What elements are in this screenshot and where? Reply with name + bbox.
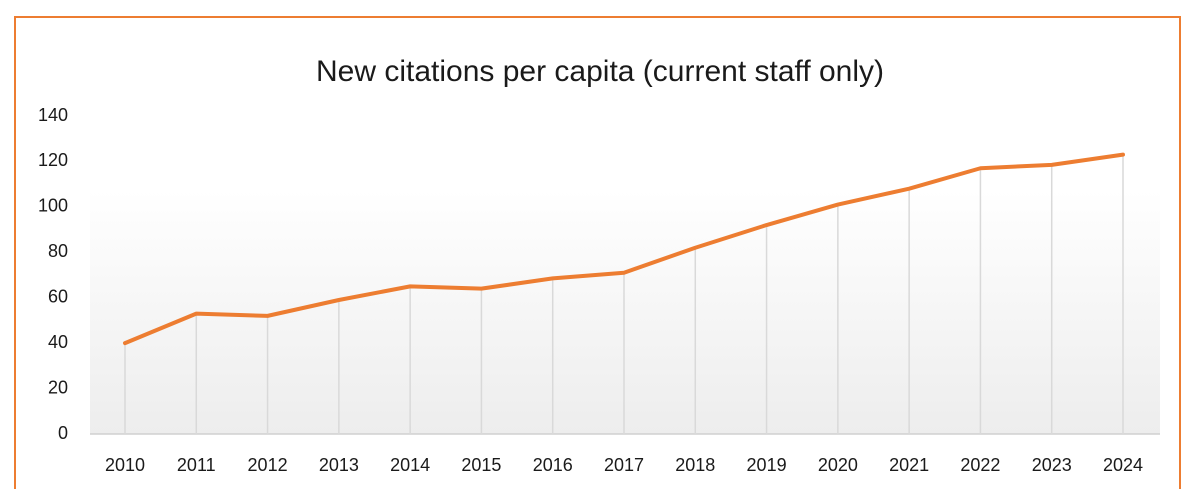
x-tick-label: 2023 (1032, 455, 1072, 475)
x-tick-label: 2019 (747, 455, 787, 475)
x-tick-label: 2022 (960, 455, 1000, 475)
x-tick-label: 2020 (818, 455, 858, 475)
y-tick-label: 40 (48, 332, 68, 352)
x-tick-label: 2024 (1103, 455, 1143, 475)
y-tick-label: 140 (38, 105, 68, 125)
y-tick-label: 60 (48, 286, 68, 306)
x-tick-label: 2013 (319, 455, 359, 475)
plot-background (90, 190, 1160, 434)
x-tick-label: 2021 (889, 455, 929, 475)
x-tick-label: 2012 (248, 455, 288, 475)
x-tick-label: 2017 (604, 455, 644, 475)
x-tick-label: 2015 (461, 455, 501, 475)
y-tick-label: 120 (38, 150, 68, 170)
x-tick-label: 2010 (105, 455, 145, 475)
x-tick-label: 2014 (390, 455, 430, 475)
x-tick-label: 2016 (533, 455, 573, 475)
y-tick-label: 80 (48, 241, 68, 261)
y-tick-label: 0 (58, 423, 68, 443)
y-tick-label: 20 (48, 377, 68, 397)
chart-border (14, 16, 1181, 489)
y-tick-label: 100 (38, 196, 68, 216)
x-tick-label: 2011 (177, 455, 216, 475)
chart-title: New citations per capita (current staff … (316, 55, 884, 88)
x-tick-label: 2018 (675, 455, 715, 475)
data-line (123, 152, 1125, 346)
